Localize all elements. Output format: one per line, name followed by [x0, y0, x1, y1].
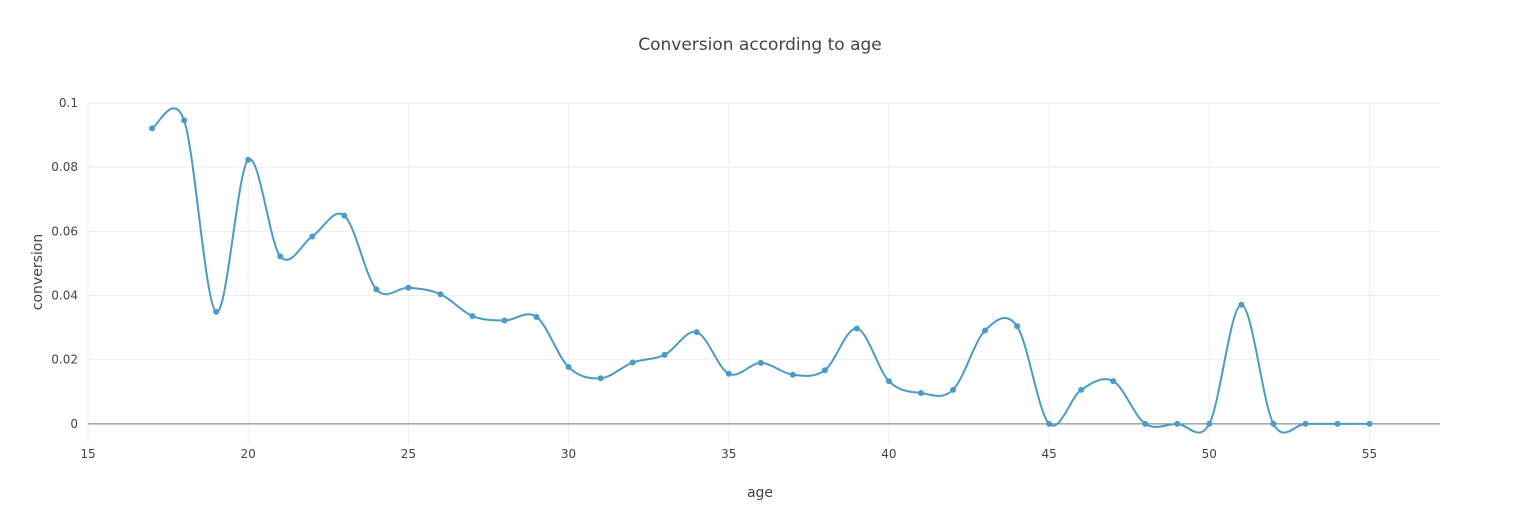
data-point	[245, 156, 252, 163]
data-point	[469, 313, 476, 320]
data-point	[757, 359, 764, 366]
grid	[87, 102, 1440, 445]
data-point	[501, 317, 508, 324]
data-point	[661, 351, 668, 358]
conversion-line	[151, 107, 1370, 434]
data-point	[693, 329, 700, 336]
data-point	[982, 327, 989, 334]
data-point	[309, 233, 316, 240]
y-tick-label: 0.04	[51, 288, 78, 302]
series	[149, 107, 1373, 434]
data-point	[1206, 420, 1213, 427]
data-point	[1078, 386, 1085, 393]
x-tick-label: 35	[721, 447, 736, 461]
data-point	[853, 325, 860, 332]
x-tick-label: 25	[401, 447, 416, 461]
x-tick-label: 55	[1362, 447, 1377, 461]
data-point	[533, 313, 540, 320]
x-tick-label: 40	[881, 447, 896, 461]
data-point	[1142, 420, 1149, 427]
y-tick-label: 0	[70, 417, 78, 431]
data-point	[629, 359, 636, 366]
x-tick-label: 15	[80, 447, 95, 461]
data-point	[789, 371, 796, 378]
data-point	[917, 390, 924, 397]
data-point	[885, 378, 892, 385]
data-point	[1334, 420, 1341, 427]
x-tick-label: 50	[1202, 447, 1217, 461]
data-point	[725, 370, 732, 377]
data-point	[1174, 420, 1181, 427]
y-axis-title: conversion	[30, 234, 46, 310]
x-tick-label: 45	[1041, 447, 1056, 461]
data-point	[149, 125, 156, 132]
chart-title: Conversion according to age	[638, 35, 882, 55]
data-point	[181, 117, 188, 124]
data-point	[597, 375, 604, 382]
data-point	[405, 284, 412, 291]
data-point	[1238, 301, 1245, 308]
data-point	[1046, 420, 1053, 427]
y-tick-label: 0.02	[51, 353, 78, 367]
data-point	[1270, 420, 1277, 427]
data-point	[1366, 420, 1373, 427]
data-point	[1302, 420, 1309, 427]
x-axis-title: age	[747, 485, 773, 501]
y-tick-label: 0.06	[51, 224, 78, 238]
y-tick-label: 0.1	[59, 96, 78, 110]
data-point	[213, 308, 220, 315]
data-point	[821, 367, 828, 374]
data-point	[1110, 378, 1117, 385]
axes: 15 20 25 30 35 40 45 50 55 0 0.02 0.04 0.06 0.08 0.1	[51, 96, 1377, 461]
data-point	[373, 286, 380, 293]
x-tick-label: 20	[241, 447, 256, 461]
data-point	[341, 212, 348, 219]
data-point	[437, 291, 444, 298]
data-point	[565, 364, 572, 371]
y-tick-label: 0.08	[51, 160, 78, 174]
data-point	[1014, 323, 1021, 330]
data-point	[277, 253, 284, 260]
x-tick-label: 30	[561, 447, 576, 461]
data-point	[950, 386, 957, 393]
